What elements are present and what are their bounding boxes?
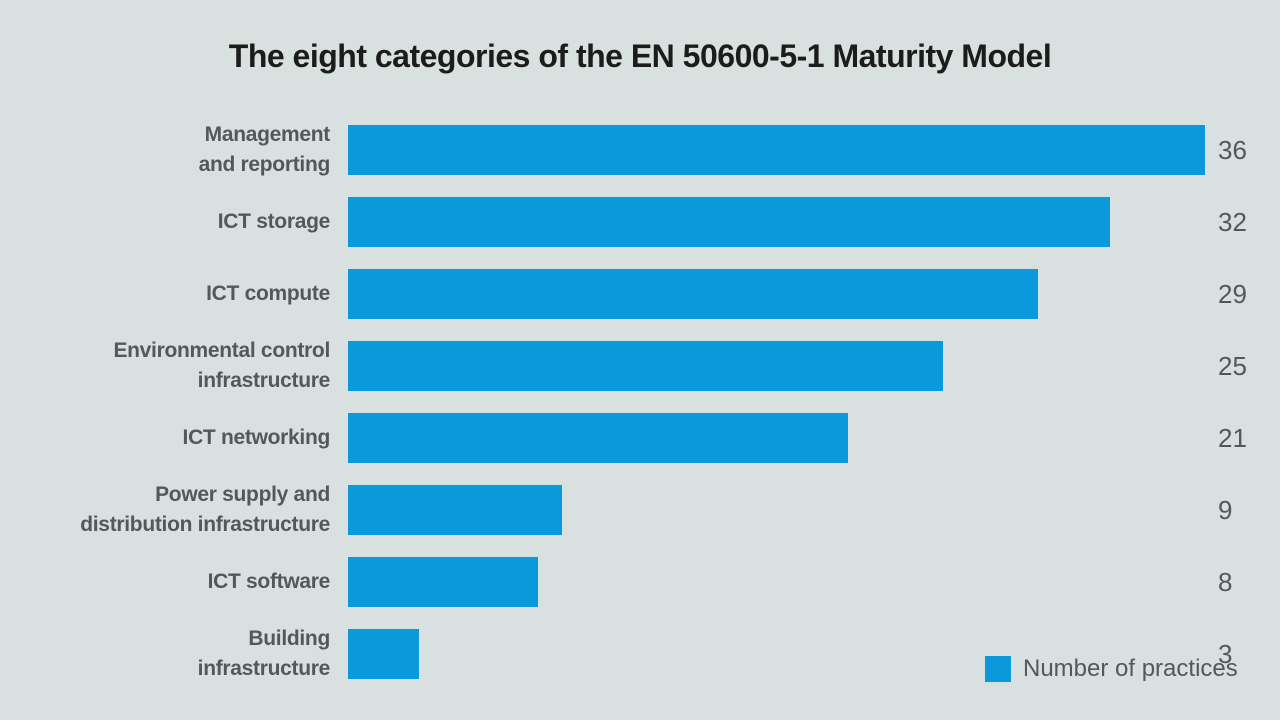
legend-swatch-icon <box>985 656 1011 682</box>
bar-track <box>348 269 1205 319</box>
chart-title: The eight categories of the EN 50600-5-1… <box>228 38 1052 74</box>
category-label: Building infrastructure <box>197 627 331 680</box>
legend: Number of practices <box>985 655 1238 683</box>
bar-track <box>348 557 1205 607</box>
bar <box>348 413 848 463</box>
bar-row: Power supply and distribution infrastruct… <box>0 474 1280 546</box>
category-label: Power supply and distribution infrastruct… <box>80 483 330 536</box>
bar <box>348 269 1039 319</box>
value-label: 32 <box>1218 206 1247 237</box>
value-label: 29 <box>1218 278 1247 309</box>
bar-track <box>348 485 1205 535</box>
bar-row: Environmental control infrastructure 25 <box>0 330 1280 402</box>
value-label: 9 <box>1218 494 1233 525</box>
bar <box>348 125 1205 175</box>
value-label: 21 <box>1218 422 1247 453</box>
category-label: ICT software <box>207 570 331 593</box>
bar <box>348 629 420 679</box>
value-label: 3 <box>1218 638 1233 669</box>
category-label: Management and reporting <box>198 123 331 176</box>
bar-track <box>348 413 1205 463</box>
bar-row: Building infrastructure 3 <box>0 618 1280 690</box>
bar-row: ICT storage 32 <box>0 186 1280 258</box>
category-label: ICT networking <box>182 426 331 449</box>
value-label: 8 <box>1218 566 1233 597</box>
category-label: ICT compute <box>206 282 330 305</box>
bar-row: ICT compute 29 <box>0 258 1280 330</box>
bar-row: ICT networking 21 <box>0 402 1280 474</box>
value-label: 25 <box>1218 350 1247 381</box>
category-label: Environmental control infrastructure <box>113 339 330 392</box>
value-label: 36 <box>1218 134 1247 165</box>
bar-track <box>348 197 1205 247</box>
bar <box>348 485 563 535</box>
legend-label: Number of practices <box>1023 655 1238 682</box>
bar <box>348 557 539 607</box>
bar-chart: Management and reporting 36 ICT storage 3… <box>0 114 1280 690</box>
bar-track <box>348 125 1205 175</box>
bar-track <box>348 341 1205 391</box>
bar-row: Management and reporting 36 <box>0 114 1280 186</box>
bar <box>348 197 1110 247</box>
bar <box>348 341 944 391</box>
bar-track <box>348 629 1205 679</box>
category-label: ICT storage <box>217 210 331 233</box>
bar-row: ICT software 8 <box>0 546 1280 618</box>
